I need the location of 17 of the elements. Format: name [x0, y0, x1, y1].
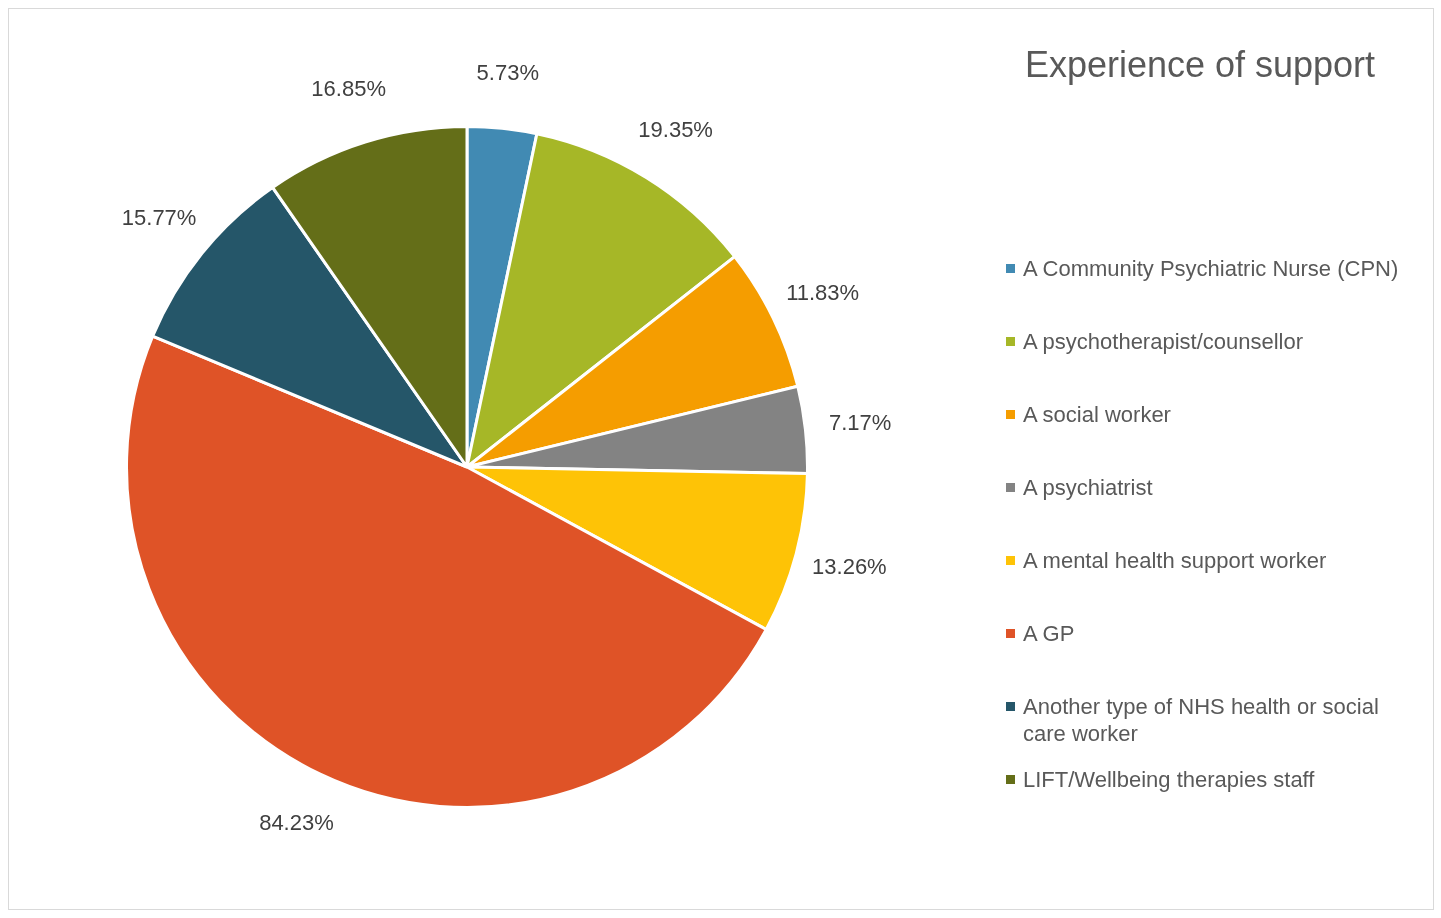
data-label: 19.35% — [638, 117, 713, 143]
legend-label: A GP — [1023, 620, 1075, 647]
data-label: 15.77% — [121, 204, 197, 230]
data-label: 7.17% — [828, 409, 892, 435]
legend-label: A social worker — [1023, 401, 1171, 428]
data-label: 84.23% — [259, 809, 334, 835]
data-label: 11.83% — [786, 280, 860, 306]
legend-label: A Community Psychiatric Nurse (CPN) — [1023, 255, 1399, 282]
legend-label: A psychotherapist/counsellor — [1023, 328, 1304, 355]
data-label: 13.26% — [812, 554, 887, 580]
chart-title: Experience of support — [1023, 44, 1377, 86]
legend-label: A mental health support worker — [1023, 547, 1327, 574]
legend-label: A psychiatrist — [1023, 474, 1153, 501]
data-label: 16.85% — [311, 75, 386, 101]
legend-label: LIFT/Wellbeing therapies staff — [1023, 766, 1315, 793]
legend-label: Another type of NHS health or social care worker — [1023, 693, 1380, 747]
data-label: 5.73% — [476, 59, 539, 85]
